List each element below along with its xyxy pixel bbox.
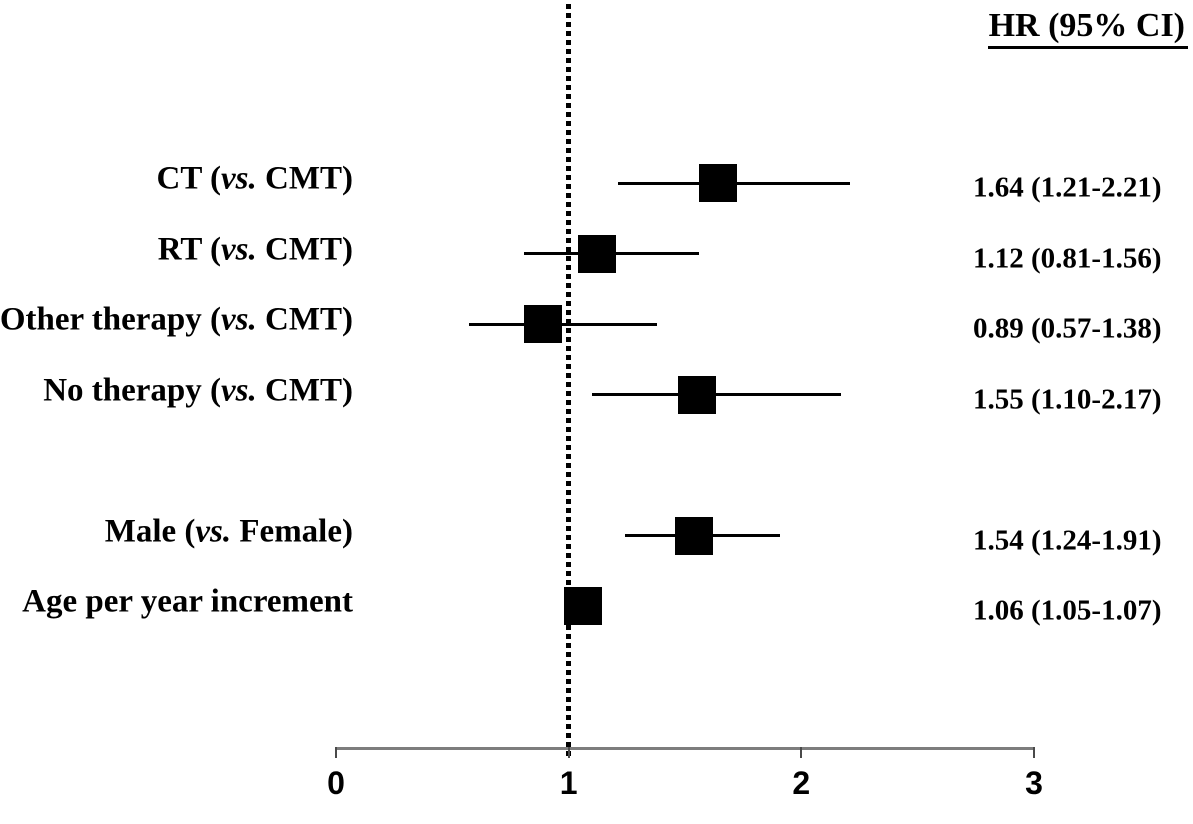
- hr-ci-value: 0.89 (0.57-1.38): [973, 312, 1162, 345]
- x-axis-tick-label: 1: [559, 765, 578, 801]
- hr-point-marker: [698, 164, 737, 202]
- row-label-prefix: Other therapy (: [0, 301, 222, 338]
- x-axis-tick-label: 3: [1025, 765, 1043, 801]
- x-axis-tick-label: 0: [327, 765, 345, 801]
- hr-point-marker: [577, 234, 616, 273]
- row-label-prefix: No therapy (: [43, 372, 222, 408]
- ci-line: [591, 393, 841, 396]
- row-label: CT (vs. CMT): [156, 160, 353, 197]
- reference-line-hr-1: [566, 4, 572, 758]
- row-label-vs: vs.: [221, 231, 257, 267]
- row-label: Male (vs. Female): [105, 515, 353, 548]
- x-axis-tick: [567, 747, 570, 758]
- x-axis-tick: [335, 747, 337, 758]
- row-label-prefix: Male (: [104, 513, 196, 549]
- row-label-vs: vs.: [195, 513, 232, 549]
- ci-line: [468, 322, 658, 326]
- row-label-suffix: CMT): [256, 160, 353, 197]
- row-label-vs: vs.: [221, 372, 257, 408]
- row-label-prefix: CT (: [156, 160, 222, 197]
- row-label: RT (vs. CMT): [158, 233, 353, 266]
- hr-ci-column-header: HR (95% CI): [987, 7, 1188, 49]
- row-label-vs: vs.: [221, 160, 257, 197]
- x-axis-tick: [1033, 747, 1035, 758]
- row-label-prefix: RT (: [157, 231, 222, 267]
- row-label-suffix: CMT): [256, 301, 353, 338]
- hr-ci-value: 1.12 (0.81-1.56): [973, 242, 1162, 274]
- hr-ci-value: 1.54 (1.24-1.91): [973, 524, 1162, 556]
- hr-point-marker: [677, 375, 716, 414]
- x-axis-line: [336, 747, 1034, 750]
- hr-point-marker: [524, 305, 563, 343]
- row-label: Other therapy (vs. CMT): [0, 301, 353, 338]
- x-axis-tick-label: 2: [792, 765, 811, 801]
- hr-ci-value: 1.06 (1.05-1.07): [973, 594, 1162, 627]
- hr-point-marker: [675, 516, 714, 555]
- row-label-vs: vs.: [221, 301, 257, 338]
- hr-point-marker: [563, 587, 602, 625]
- hr-ci-value: 1.64 (1.21-2.21): [973, 171, 1162, 204]
- row-label-suffix: Female): [231, 513, 353, 549]
- x-axis-tick: [800, 747, 803, 758]
- row-label: No therapy (vs. CMT): [43, 374, 353, 407]
- row-label-prefix: Age per year increment: [22, 583, 353, 620]
- row-label: Age per year increment: [22, 583, 353, 620]
- row-label-suffix: CMT): [256, 231, 353, 267]
- hr-ci-value: 1.55 (1.10-2.17): [973, 383, 1162, 415]
- row-label-suffix: CMT): [256, 372, 353, 408]
